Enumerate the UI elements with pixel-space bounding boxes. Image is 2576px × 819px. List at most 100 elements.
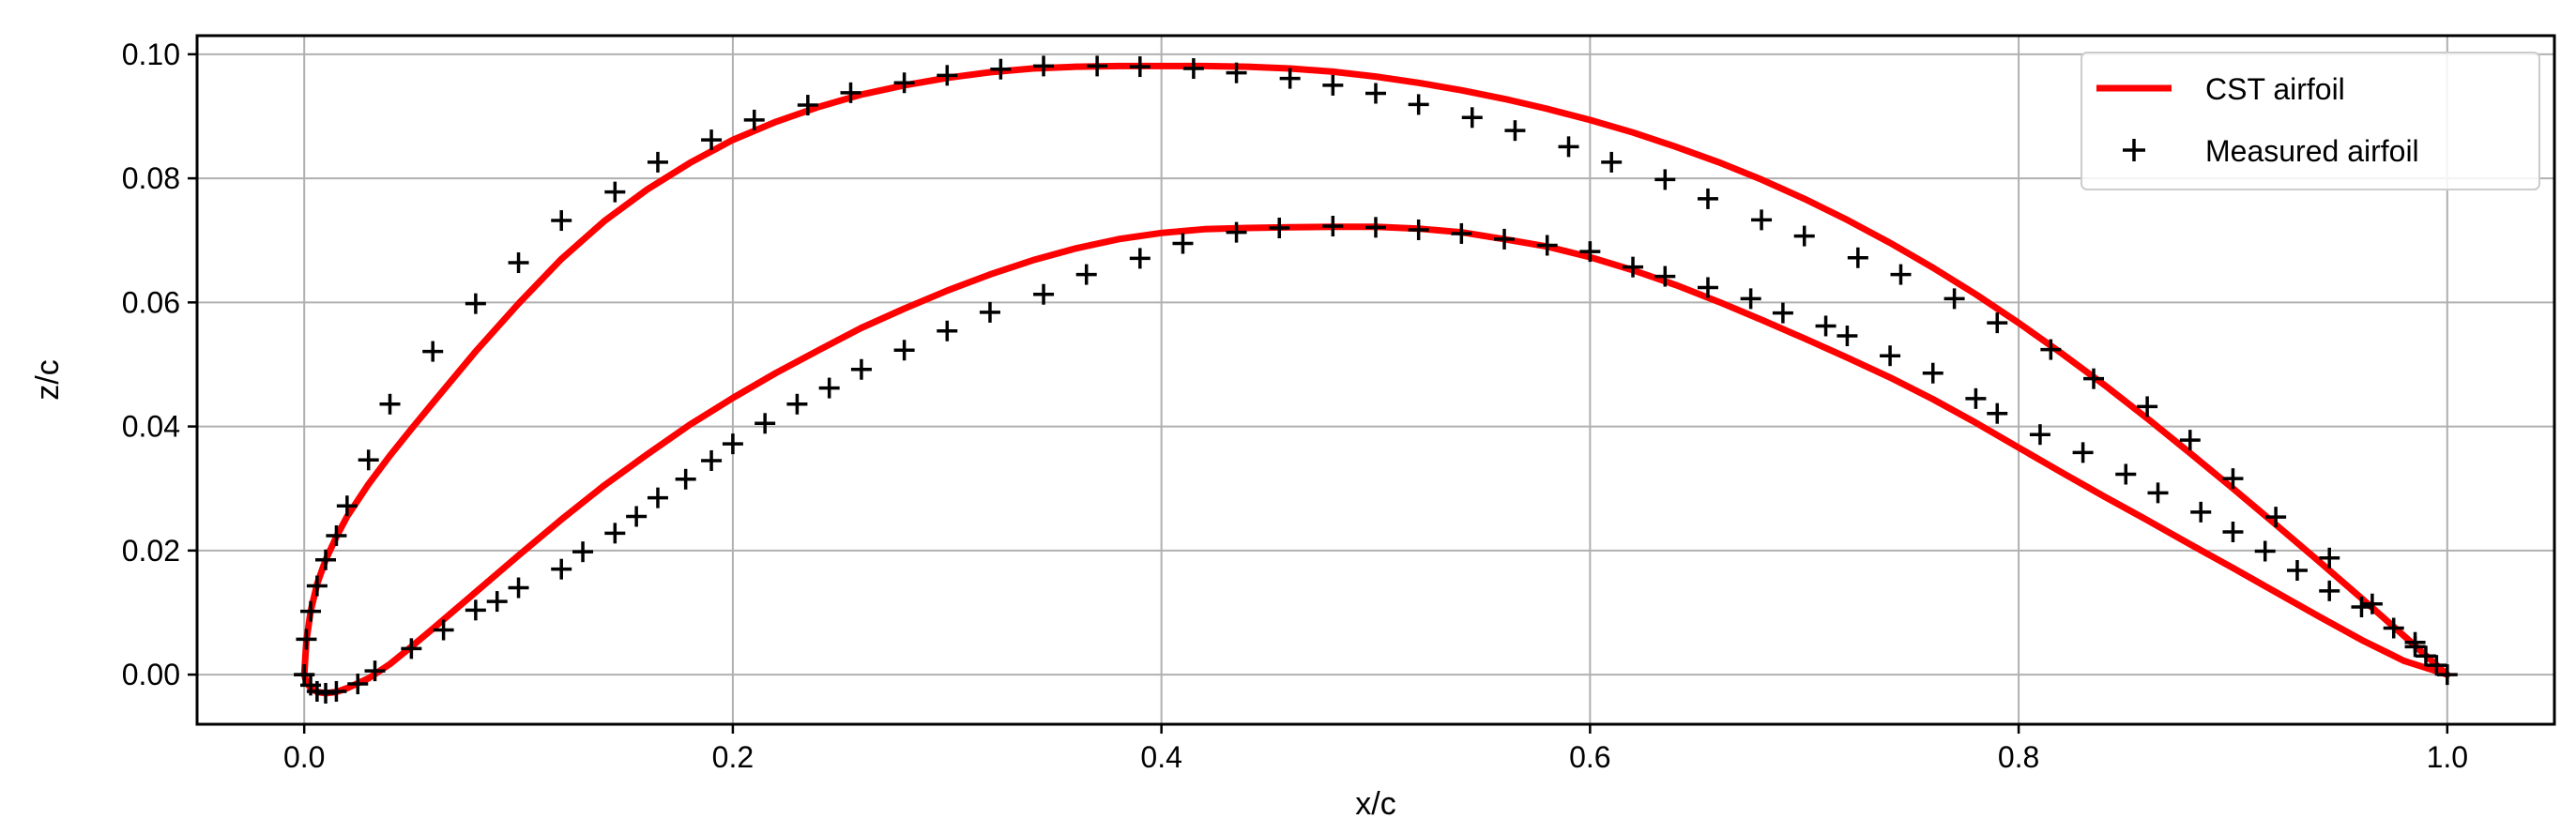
measured-airfoil-marker <box>2147 482 2169 504</box>
measured-airfoil-marker <box>2319 580 2340 601</box>
x-tick-label: 0.2 <box>712 740 754 774</box>
measured-airfoil-marker <box>1654 169 1676 190</box>
measured-airfoil-marker <box>2265 507 2287 528</box>
measured-airfoil-marker <box>893 72 915 94</box>
measured-airfoil-marker <box>2383 617 2404 639</box>
measured-airfoil-marker <box>2179 430 2201 451</box>
measured-airfoil-marker <box>1847 247 1868 268</box>
measured-airfoil-marker <box>326 524 347 546</box>
measured-airfoil-marker <box>937 65 958 86</box>
measured-airfoil-marker <box>1504 120 1526 142</box>
y-axis-label: z/c <box>30 359 66 400</box>
legend-box <box>2081 52 2540 190</box>
measured-airfoil-marker <box>2222 522 2244 543</box>
measured-airfoil-marker <box>422 341 444 362</box>
x-tick-label: 0.4 <box>1140 740 1181 774</box>
x-tick-label: 1.0 <box>2427 740 2468 774</box>
measured-airfoil-marker <box>508 577 529 599</box>
measured-airfoil-marker <box>1033 55 1055 77</box>
measured-airfoil-marker <box>465 293 486 314</box>
measured-airfoil-marker <box>1623 256 1644 278</box>
measured-airfoil-marker <box>797 95 818 116</box>
measured-airfoil-marker <box>1654 265 1676 287</box>
plot-markers <box>294 55 2458 704</box>
measured-airfoil-marker <box>294 664 315 686</box>
measured-airfoil-marker <box>1943 288 1965 310</box>
measured-airfoil-marker <box>1365 83 1386 104</box>
measured-airfoil-marker <box>893 340 915 361</box>
measured-airfoil-marker <box>364 660 386 682</box>
measured-airfoil-marker <box>2083 368 2105 389</box>
measured-airfoil-marker <box>1751 209 1773 231</box>
measured-airfoil-marker <box>1536 235 1558 256</box>
measured-airfoil-marker <box>433 619 454 641</box>
measured-airfoil-marker <box>850 358 872 380</box>
measured-airfoil-marker <box>1922 362 1943 384</box>
measured-airfoil-marker <box>2404 636 2426 658</box>
y-tick-label: 0.08 <box>122 161 180 195</box>
measured-airfoil-marker <box>937 320 958 341</box>
legend-marker-swatch <box>2123 139 2145 161</box>
measured-airfoil-marker <box>2436 664 2458 686</box>
measured-airfoil-marker <box>551 210 572 232</box>
measured-airfoil-marker <box>551 558 572 580</box>
measured-airfoil-marker <box>1226 62 1247 83</box>
measured-airfoil-marker <box>1172 233 1194 254</box>
measured-airfoil-marker <box>1697 188 1718 209</box>
measured-airfoil-marker <box>1740 288 1761 310</box>
measured-airfoil-marker <box>1772 302 1793 324</box>
measured-airfoil-marker <box>701 449 723 471</box>
measured-airfoil-marker <box>2286 560 2308 582</box>
measured-airfoil-marker <box>1697 277 1718 298</box>
measured-airfoil-marker <box>1408 219 1429 240</box>
x-axis-label: x/c <box>1355 786 1395 819</box>
y-tick-label: 0.04 <box>122 410 180 444</box>
measured-airfoil-marker <box>1365 217 1386 238</box>
measured-airfoil-marker <box>401 638 422 660</box>
measured-airfoil-marker <box>306 680 328 702</box>
measured-airfoil-marker <box>1494 228 1516 250</box>
measured-airfoil-marker <box>2426 655 2447 676</box>
measured-airfoil-marker <box>1451 222 1472 244</box>
measured-airfoil-marker <box>336 495 358 517</box>
measured-airfoil-marker <box>1226 221 1247 243</box>
measured-airfoil-marker <box>1322 74 1344 96</box>
measured-airfoil-marker <box>306 575 328 597</box>
measured-airfoil-marker <box>1987 312 2008 334</box>
measured-airfoil-marker <box>1033 283 1055 305</box>
measured-airfoil-marker <box>2072 442 2094 463</box>
measured-airfoil-marker <box>840 82 861 103</box>
measured-airfoil-marker <box>315 682 337 704</box>
measured-airfoil-marker <box>786 393 808 415</box>
measured-airfoil-marker <box>2254 540 2276 562</box>
x-tick-label: 0.8 <box>1998 740 2039 774</box>
y-tick-label: 0.10 <box>122 38 180 71</box>
measured-airfoil-marker <box>755 413 776 434</box>
measured-airfoil-marker <box>818 377 840 399</box>
measured-airfoil-marker <box>326 680 347 702</box>
legend: CST airfoil Measured airfoil <box>2081 52 2540 190</box>
measured-airfoil-marker <box>604 181 626 203</box>
y-tick-label: 0.06 <box>122 285 180 319</box>
measured-airfoil-marker <box>722 433 743 455</box>
measured-airfoil-marker <box>572 541 594 563</box>
measured-airfoil-marker <box>347 674 369 695</box>
measured-airfoil-marker <box>979 301 1000 323</box>
measured-airfoil-marker <box>1601 151 1623 173</box>
measured-airfoil-marker <box>1269 217 1290 238</box>
measured-airfoil-marker <box>743 109 765 130</box>
measured-airfoil-marker <box>1129 56 1151 78</box>
y-tick-label: 0.02 <box>122 534 180 568</box>
measured-airfoil-marker <box>1987 402 2008 424</box>
measured-airfoil-marker <box>1087 55 1108 77</box>
measured-airfoil-marker <box>2222 468 2244 490</box>
measured-airfoil-marker <box>675 468 696 490</box>
measured-airfoil-marker <box>647 487 668 508</box>
measured-airfoil-marker <box>379 393 401 415</box>
measured-airfoil-marker <box>315 549 337 570</box>
measured-airfoil-marker <box>296 629 317 650</box>
measured-airfoil-marker <box>1279 68 1301 89</box>
measured-airfoil-marker <box>1890 264 1912 285</box>
measured-airfoil-marker <box>604 523 626 544</box>
legend-plus-marker <box>2123 139 2145 161</box>
